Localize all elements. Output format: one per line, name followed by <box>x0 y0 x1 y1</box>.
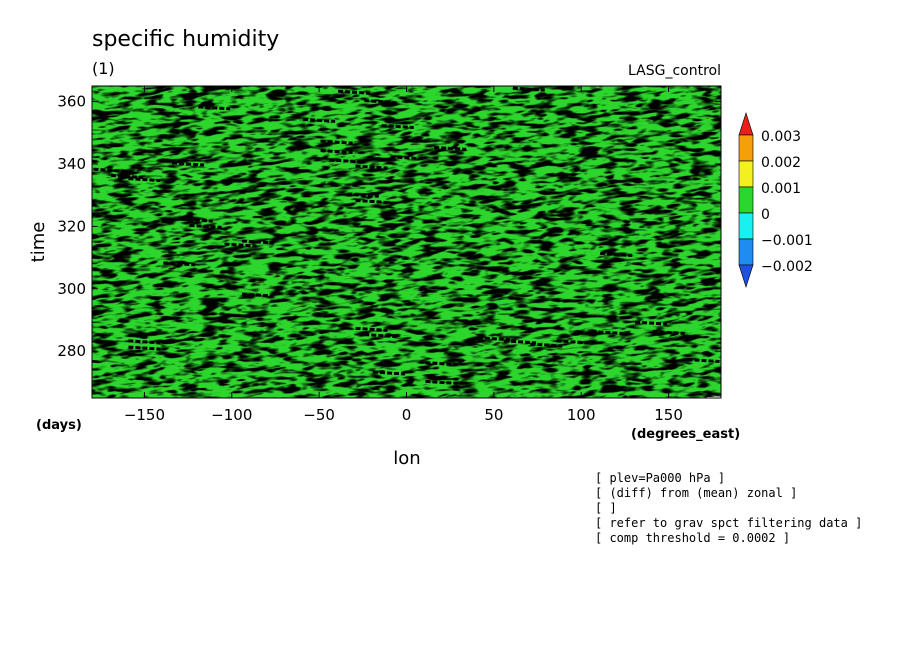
colorbar: 0.003 0.002 0.001 0 −0.001 −0.002 <box>738 112 813 288</box>
colorbar-segment <box>738 134 754 162</box>
threshold-mark <box>303 117 336 123</box>
threshold-mark <box>320 139 353 145</box>
info-line: [ refer to grav spct filtering data ] <box>595 516 862 530</box>
colorbar-segment <box>738 212 754 240</box>
threshold-mark <box>337 89 371 95</box>
colorbar-bottom-arrow <box>738 264 754 288</box>
colorbar-label: 0.002 <box>761 155 801 171</box>
threshold-mark <box>687 358 720 364</box>
threshold-mark <box>329 158 362 164</box>
info-line: [ (diff) from (mean) zonal ] <box>595 486 797 500</box>
y-axis-label: time <box>28 222 49 263</box>
threshold-marks <box>93 86 720 385</box>
colorbar-label: 0.001 <box>761 181 801 197</box>
x-axis: −150 −100 −50 0 50 100 150 <box>124 86 683 424</box>
x-tick-label: 100 <box>567 406 596 424</box>
threshold-mark <box>224 242 257 248</box>
x-tick-label: 150 <box>654 406 683 424</box>
threshold-mark <box>600 251 633 257</box>
x-axis-unit: (degrees_east) <box>631 427 740 442</box>
chart-subtitle: (1) <box>92 59 115 78</box>
threshold-mark <box>652 329 685 335</box>
threshold-mark <box>635 320 668 326</box>
x-tick-label: −50 <box>303 406 335 424</box>
threshold-mark <box>320 149 353 155</box>
x-tick-label: 50 <box>484 406 503 424</box>
colorbar-segment <box>738 238 754 266</box>
colorbar-label: 0.003 <box>761 129 801 145</box>
info-line: [ ] <box>595 501 617 515</box>
threshold-mark <box>163 261 196 267</box>
threshold-mark <box>355 198 388 204</box>
threshold-mark <box>346 192 379 198</box>
colorbar-label: 0 <box>761 207 770 223</box>
threshold-mark <box>241 239 275 245</box>
y-tick-label: 300 <box>57 280 86 298</box>
threshold-mark <box>425 379 458 385</box>
threshold-mark <box>477 336 510 342</box>
threshold-mark <box>128 339 161 345</box>
threshold-mark <box>128 177 161 183</box>
x-tick-label: −100 <box>211 406 252 424</box>
threshold-mark <box>556 339 589 345</box>
threshold-mark <box>364 333 397 339</box>
threshold-mark <box>189 223 222 229</box>
threshold-mark <box>364 99 397 105</box>
threshold-mark <box>512 86 545 92</box>
colorbar-segment <box>738 186 754 214</box>
threshold-mark <box>434 145 467 151</box>
colorbar-label: −0.001 <box>761 233 813 249</box>
threshold-mark <box>93 167 126 173</box>
field-strong-positive-band <box>92 86 721 398</box>
y-tick-label: 340 <box>57 155 86 173</box>
x-tick-label: −150 <box>124 406 165 424</box>
y-axis-unit: (days) <box>36 418 82 433</box>
threshold-mark <box>381 124 414 130</box>
threshold-mark <box>355 164 388 170</box>
run-label: LASG_control <box>628 63 721 79</box>
y-tick-label: 280 <box>57 342 86 360</box>
info-block: [ plev=Pa000 hPa ][ (diff) from (mean) z… <box>595 471 862 545</box>
threshold-mark <box>180 217 213 223</box>
colorbar-label: −0.002 <box>761 259 813 275</box>
colorbar-top-arrow <box>738 112 754 136</box>
chart-title: specific humidity <box>92 27 279 52</box>
threshold-mark <box>110 173 144 179</box>
threshold-mark <box>372 370 406 376</box>
threshold-mark <box>503 339 537 345</box>
y-tick-label: 360 <box>57 93 86 111</box>
threshold-mark <box>198 105 231 111</box>
y-axis: 280 300 320 340 360 <box>57 93 721 360</box>
threshold-mark <box>390 155 423 161</box>
threshold-mark <box>530 342 563 348</box>
colorbar-segment <box>738 160 754 188</box>
threshold-mark <box>241 292 275 298</box>
y-tick-label: 320 <box>57 217 86 235</box>
threshold-mark <box>425 361 458 367</box>
x-axis-label: lon <box>393 448 420 469</box>
threshold-mark <box>355 326 388 332</box>
info-line: [ comp threshold = 0.0002 ] <box>595 531 790 545</box>
info-line: [ plev=Pa000 hPa ] <box>595 471 725 485</box>
threshold-mark <box>591 329 624 335</box>
heatmap-field <box>92 86 721 398</box>
threshold-mark <box>172 161 205 167</box>
x-tick-label: 0 <box>402 406 412 424</box>
threshold-mark <box>128 345 161 351</box>
